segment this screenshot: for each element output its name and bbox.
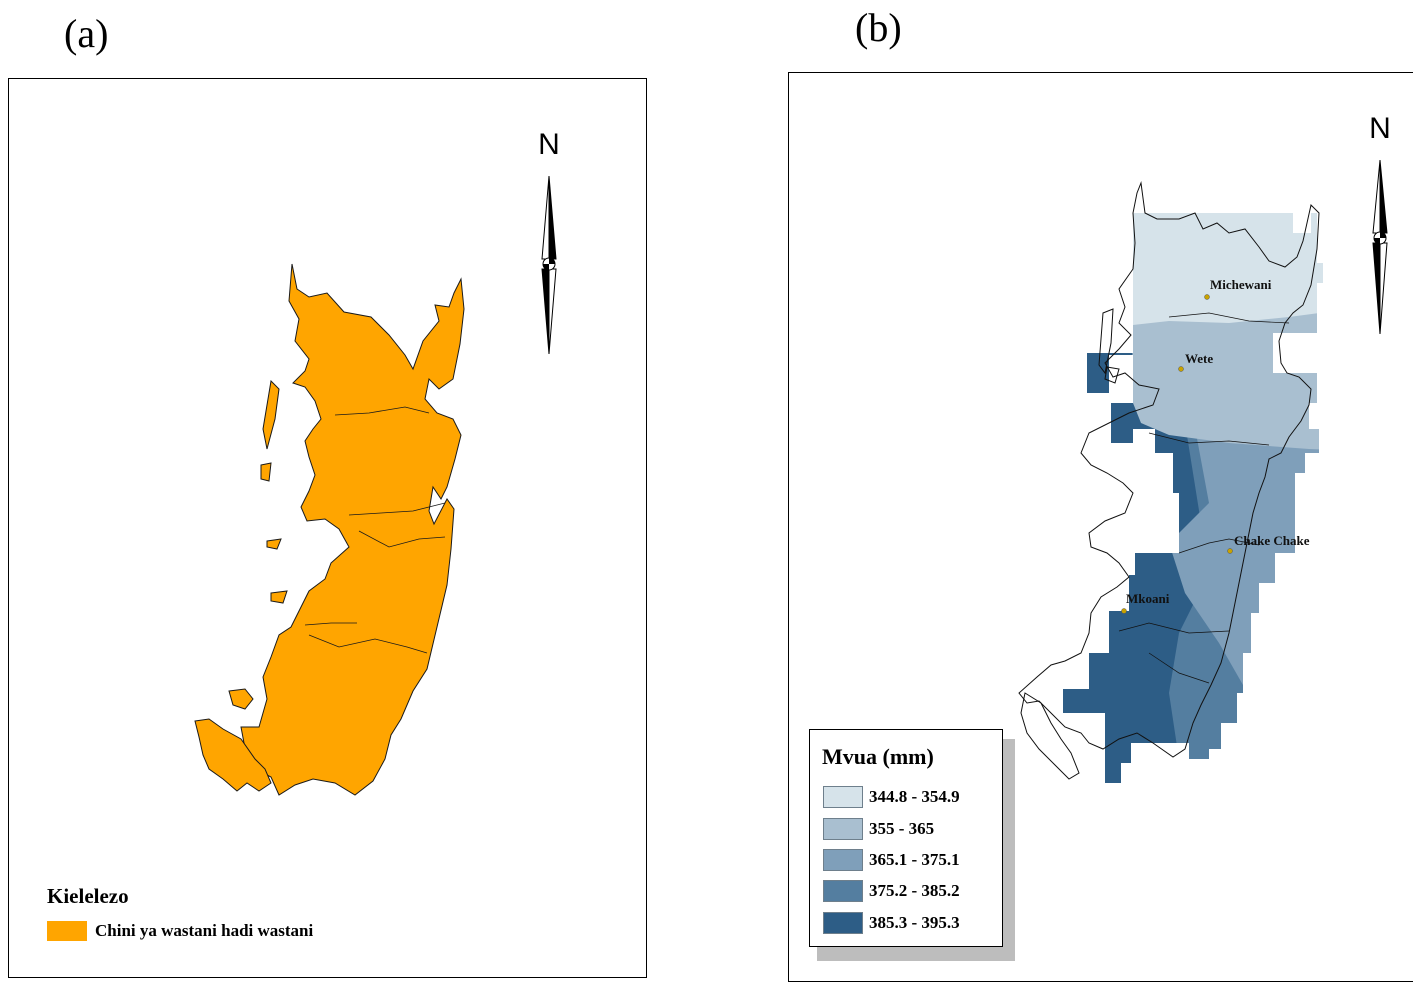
map-b-frame: Michewani Wete Chake Chake Mkoani N Mvua… bbox=[788, 72, 1413, 982]
legend-b-item: 344.8 - 354.9 bbox=[823, 786, 960, 808]
town-marker-chake-chake bbox=[1227, 548, 1233, 554]
town-label-chake-chake: Chake Chake bbox=[1234, 533, 1310, 548]
north-letter-b: N bbox=[1369, 112, 1391, 145]
town-label-mkoani: Mkoani bbox=[1126, 591, 1170, 606]
legend-b-item: 385.3 - 395.3 bbox=[823, 912, 960, 934]
island-main-polygon bbox=[240, 263, 465, 796]
town-marker-wete bbox=[1178, 366, 1184, 372]
town-marker-michewani bbox=[1204, 294, 1210, 300]
north-arrow-icon bbox=[541, 175, 557, 355]
town-marker-mkoani bbox=[1121, 608, 1127, 614]
map-a-frame: N Kielelezo Chini ya wastani hadi wastan… bbox=[8, 78, 647, 978]
north-arrow-icon bbox=[1372, 159, 1388, 335]
zone-345-355 bbox=[1129, 213, 1323, 325]
legend-b-item: 375.2 - 385.2 bbox=[823, 880, 960, 902]
district-boundaries-a bbox=[304, 406, 446, 654]
legend-b-swatch bbox=[823, 912, 863, 934]
north-arrow-b: N bbox=[1362, 112, 1398, 348]
legend-b-item: 355 - 365 bbox=[823, 818, 934, 840]
legend-b-item: 365.1 - 375.1 bbox=[823, 849, 960, 871]
legend-b-item-label: 365.1 - 375.1 bbox=[869, 850, 960, 869]
town-markers: Michewani Wete Chake Chake Mkoani bbox=[1121, 277, 1310, 614]
island-west-strip bbox=[262, 379, 280, 450]
legend-b-item-label: 385.3 - 395.3 bbox=[869, 913, 960, 932]
legend-a-title: Kielelezo bbox=[47, 884, 129, 908]
legend-a-item: Chini ya wastani hadi wastani bbox=[47, 921, 313, 941]
legend-a-item-label: Chini ya wastani hadi wastani bbox=[95, 921, 314, 940]
map-a-canvas bbox=[194, 263, 465, 796]
legend-a: Kielelezo Chini ya wastani hadi wastani bbox=[47, 884, 313, 941]
legend-b-swatch bbox=[823, 880, 863, 902]
legend-b-item-label: 375.2 - 385.2 bbox=[869, 881, 960, 900]
legend-b-item-label: 344.8 - 354.9 bbox=[869, 787, 960, 806]
island-a bbox=[194, 263, 465, 796]
island-southwest-islet bbox=[194, 718, 272, 792]
island-small-islet-3 bbox=[260, 462, 272, 482]
legend-b-item-label: 355 - 365 bbox=[869, 819, 935, 838]
town-label-michewani: Michewani bbox=[1210, 277, 1272, 292]
legend-b: Mvua (mm) 344.8 - 354.9 355 - 365 365.1 … bbox=[809, 729, 1003, 947]
legend-b-swatch bbox=[823, 786, 863, 808]
island-west-islet bbox=[228, 688, 254, 710]
panel-b-label: (b) bbox=[855, 5, 902, 50]
island-outline-b bbox=[1018, 181, 1320, 780]
legend-b-title: Mvua (mm) bbox=[822, 744, 934, 769]
legend-b-swatch bbox=[823, 818, 863, 840]
north-arrow-a: N bbox=[531, 128, 567, 364]
district-boundaries-b bbox=[1118, 312, 1290, 684]
panel-a-label: (a) bbox=[64, 11, 109, 56]
legend-b-swatch bbox=[823, 849, 863, 871]
map-b-canvas: Michewani Wete Chake Chake Mkoani bbox=[1018, 181, 1323, 783]
island-small-islet-2 bbox=[270, 590, 288, 604]
town-label-wete: Wete bbox=[1185, 351, 1213, 366]
legend-a-swatch bbox=[47, 921, 87, 941]
island-small-islet-1 bbox=[266, 538, 282, 550]
north-letter-a: N bbox=[538, 128, 560, 161]
